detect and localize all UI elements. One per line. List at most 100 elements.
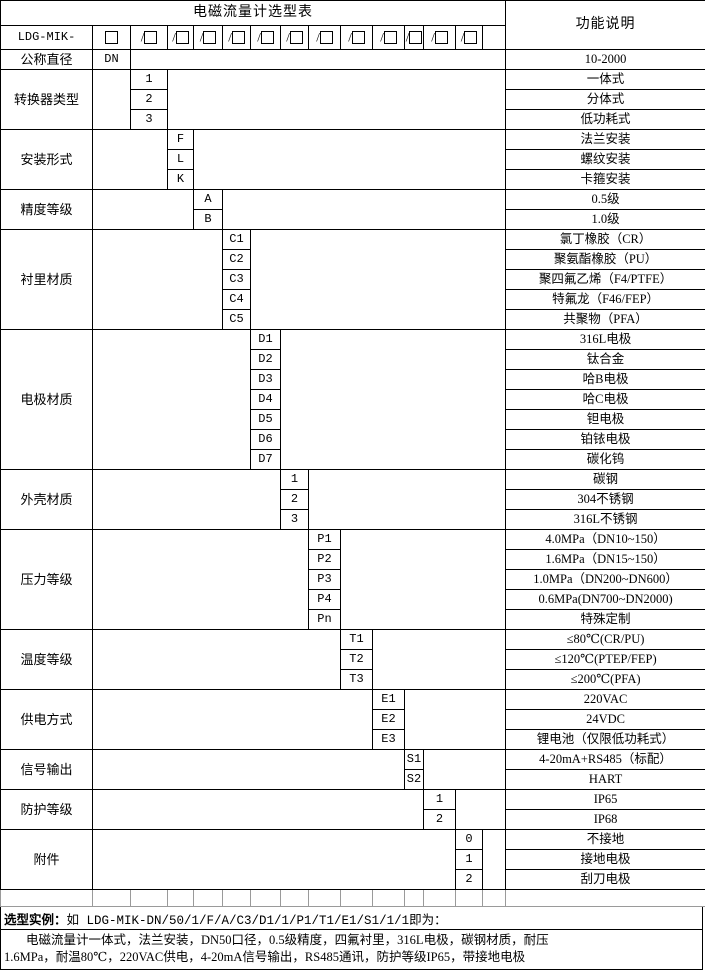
code-cell-5-3[interactable]: C3 [223,270,251,290]
row-label-8: 压力等级 [1,530,93,630]
code-cell-11-2[interactable]: S2 [405,770,424,790]
description-10-3: 锂电池（仅限低功耗式） [506,730,705,750]
code-cell-10-2[interactable]: E2 [373,710,405,730]
code-box-1[interactable] [93,26,131,50]
bottom-spacer-cell [93,890,131,907]
code-cell-6-4[interactable]: D4 [251,390,281,410]
code-box-9[interactable]: / [341,26,373,50]
description-12-1: IP65 [506,790,705,810]
code-cell-3-1[interactable]: F [168,130,194,150]
code-cell-9-2[interactable]: T2 [341,650,373,670]
bottom-spacer-cell [1,890,93,907]
code-cell-9-1[interactable]: T1 [341,630,373,650]
code-cell-4-2[interactable]: B [194,210,223,230]
model-prefix-label: LDG-MIK- [1,26,93,50]
code-cell-5-1[interactable]: C1 [223,230,251,250]
empty-code-box-icon [232,31,245,44]
code-cell-13-2[interactable]: 1 [456,850,483,870]
bottom-spacer-cell [281,890,309,907]
code-cell-12-2[interactable]: 2 [424,810,456,830]
empty-code-box-icon [290,31,303,44]
code-cell-8-5[interactable]: Pn [309,610,341,630]
code-cell-10-1[interactable]: E1 [373,690,405,710]
code-box-13[interactable]: / [456,26,483,50]
code-cell-8-1[interactable]: P1 [309,530,341,550]
code-box-11[interactable]: / [405,26,424,50]
code-cell-6-3[interactable]: D3 [251,370,281,390]
row-label-10: 供电方式 [1,690,93,750]
left-filler-7 [93,470,281,530]
code-box-3[interactable]: / [168,26,194,50]
code-cell-5-4[interactable]: C4 [223,290,251,310]
left-filler-4 [93,190,194,230]
code-cell-13-3[interactable]: 2 [456,870,483,890]
code-cell-5-2[interactable]: C2 [223,250,251,270]
code-box-12[interactable]: / [424,26,456,50]
empty-code-box-icon [203,31,216,44]
code-box-10[interactable]: / [373,26,405,50]
code-box-4[interactable]: / [194,26,223,50]
title-row: 电磁流量计选型表功能说明 [1,1,705,26]
bottom-spacer-cell [506,890,705,907]
code-cell-8-2[interactable]: P2 [309,550,341,570]
code-cell-1-1[interactable]: DN [93,50,131,70]
code-cell-2-3[interactable]: 3 [131,110,168,130]
code-cell-11-1[interactable]: S1 [405,750,424,770]
code-cell-2-2[interactable]: 2 [131,90,168,110]
function-description-header: 功能说明 [506,1,705,50]
code-cell-6-5[interactable]: D5 [251,410,281,430]
code-cell-6-6[interactable]: D6 [251,430,281,450]
code-cell-2-1[interactable]: 1 [131,70,168,90]
code-cell-8-4[interactable]: P4 [309,590,341,610]
code-box-6[interactable]: / [251,26,281,50]
code-row-spacer [483,26,506,50]
right-filler-10 [405,690,506,750]
right-filler-12 [456,790,506,830]
code-box-5[interactable]: / [223,26,251,50]
description-9-3: ≤200℃(PFA) [506,670,705,690]
code-box-2[interactable]: / [131,26,168,50]
description-6-7: 碳化钨 [506,450,705,470]
code-cell-7-2[interactable]: 2 [281,490,309,510]
description-5-2: 聚氨酯橡胶（PU） [506,250,705,270]
right-filler-9 [373,630,506,690]
code-cell-5-5[interactable]: C5 [223,310,251,330]
description-6-2: 钛合金 [506,350,705,370]
code-cell-6-1[interactable]: D1 [251,330,281,350]
bottom-spacer-cell [456,890,483,907]
bottom-spacer-cell [251,890,281,907]
code-cell-3-2[interactable]: L [168,150,194,170]
code-cell-3-3[interactable]: K [168,170,194,190]
left-filler-3 [93,130,168,190]
code-cell-6-7[interactable]: D7 [251,450,281,470]
description-8-2: 1.6MPa（DN15~150） [506,550,705,570]
code-box-8[interactable]: / [309,26,341,50]
code-cell-6-2[interactable]: D2 [251,350,281,370]
code-cell-4-1[interactable]: A [194,190,223,210]
code-cell-10-3[interactable]: E3 [373,730,405,750]
example-body: 电磁流量计一体式，法兰安装，DN50口径，0.5级精度，四氟衬里，316L电极，… [1,930,702,969]
left-filler-10 [93,690,373,750]
left-filler-8 [93,530,309,630]
code-cell-9-3[interactable]: T3 [341,670,373,690]
bottom-spacer-cell [373,890,405,907]
empty-code-box-icon [409,31,422,44]
row-label-5: 衬里材质 [1,230,93,330]
code-cell-13-1[interactable]: 0 [456,830,483,850]
description-5-1: 氯丁橡胶（CR） [506,230,705,250]
example-body-line-1: 电磁流量计一体式，法兰安装，DN50口径，0.5级精度，四氟衬里，316L电极，… [4,932,699,949]
code-cell-12-1[interactable]: 1 [424,790,456,810]
code-box-7[interactable]: / [281,26,309,50]
example-headline: 选型实例：如 LDG-MIK-DN/50/1/F/A/C3/D1/1/P1/T1… [1,907,702,930]
description-11-2: HART [506,770,705,790]
code-cell-8-3[interactable]: P3 [309,570,341,590]
code-cell-7-1[interactable]: 1 [281,470,309,490]
empty-code-box-icon [105,31,118,44]
left-filler-5 [93,230,223,330]
code-cell-7-3[interactable]: 3 [281,510,309,530]
empty-code-box-icon [384,31,397,44]
